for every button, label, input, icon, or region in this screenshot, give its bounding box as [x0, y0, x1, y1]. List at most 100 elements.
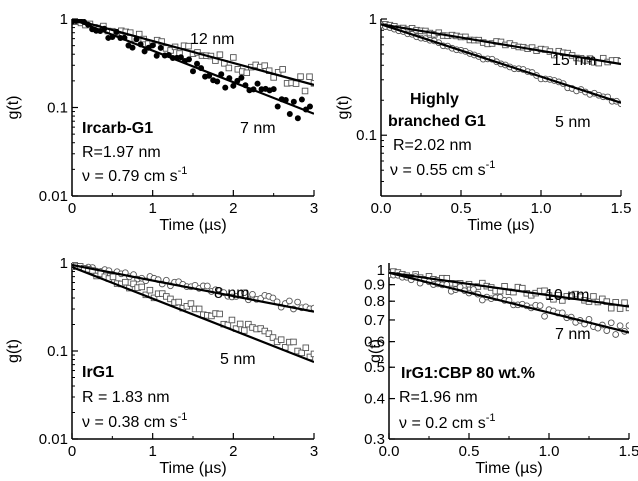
x-tick-label: 3: [310, 200, 318, 217]
x-tick-label: 1.5: [619, 443, 638, 460]
data-point-circle: [294, 298, 301, 306]
data-point-square: [216, 310, 223, 318]
x-axis-title: Time (µs): [467, 217, 534, 234]
data-point-square: [297, 73, 304, 80]
panel-4: 0.0 0.5 1.0 1.5 10.90.8 0.7 0.6 0.5 0.4 0.3 Time (…: [364, 262, 638, 477]
fit-line: [381, 23, 621, 104]
data-point-square: [245, 320, 252, 328]
data-point-circle: [310, 304, 314, 312]
y-tick-label: 0.5: [364, 359, 385, 376]
fit-label: 15 nm: [552, 52, 596, 69]
data-point-square: [590, 293, 597, 300]
data-point-square: [138, 283, 145, 291]
fit-label: 12 nm: [190, 31, 234, 48]
data-point-square: [185, 42, 192, 50]
data-point-square: [302, 344, 310, 352]
data-point-filled: [129, 44, 136, 51]
y-axis-title: g(t): [367, 339, 384, 363]
data-point-square: [298, 349, 305, 357]
data-point-square: [187, 300, 195, 307]
data-point-square: [225, 64, 233, 72]
data-point-filled: [157, 44, 164, 51]
x-tick-label: 1.5: [611, 200, 632, 217]
data-point-circle: [536, 302, 544, 309]
fit-line: [381, 23, 621, 66]
x-tick-label: 0.5: [451, 200, 472, 217]
data-point-square: [261, 62, 268, 69]
panel-3: 0 1 2 3 1 0.1 0.01 Time (µs) g(t) IrG1 R = 1.83 nm…: [5, 255, 318, 477]
data-point-square: [625, 304, 629, 312]
sample-name-line1: Highly: [410, 91, 459, 108]
x-tick-label: 0.0: [371, 200, 392, 217]
velocity-label: ν = 0.79 cm s-1: [82, 165, 187, 185]
panel-1: 0 1 2 3 1 0.1 0.01 Time (µs) g(t) Ircarb-G1 R=1.97…: [5, 11, 318, 234]
fit-label: 10 nm: [545, 287, 589, 304]
data-point-circle: [286, 297, 293, 305]
data-point-square: [130, 280, 137, 288]
y-tick-label: 0.8: [364, 293, 385, 310]
fit-label: 5 nm: [555, 114, 591, 131]
y-tick-label: 1: [369, 11, 377, 28]
data-point-square: [279, 66, 286, 73]
fit-line: [389, 271, 629, 308]
data-point-filled: [238, 74, 245, 81]
y-tick-label: 0.01: [39, 188, 68, 205]
data-point-filled: [153, 52, 160, 59]
y-tick-label: 0.3: [364, 431, 385, 448]
x-tick-label: 1.0: [539, 443, 560, 460]
y-tick-label: 0.1: [47, 100, 68, 117]
fit-line: [389, 271, 629, 334]
data-point-filled: [306, 103, 313, 110]
data-point-circle: [607, 319, 615, 327]
y-tick-label: 0.01: [39, 431, 68, 448]
data-point-square: [230, 54, 237, 61]
data-point-square: [216, 51, 224, 58]
velocity-label: ν = 0.2 cm s-1: [399, 412, 495, 432]
x-tick-label: 2: [229, 200, 237, 217]
data-point-square: [617, 58, 621, 65]
fit-label: 7 nm: [240, 120, 276, 137]
data-point-filled: [194, 60, 201, 67]
x-tick-label: 3: [310, 443, 318, 460]
fit-label: 5 nm: [220, 351, 256, 368]
data-point-circle: [616, 322, 624, 330]
data-point-filled: [286, 110, 293, 117]
data-point-filled: [185, 56, 192, 63]
data-point-circle: [249, 291, 256, 298]
radius-label: R = 1.83 nm: [82, 389, 170, 406]
x-tick-label: 0.0: [379, 443, 400, 460]
data-point-circle: [625, 322, 629, 329]
data-point-filled: [214, 78, 221, 85]
data-point-square: [607, 304, 615, 312]
data-point-square: [236, 320, 244, 328]
y-axis-title: g(t): [5, 96, 22, 120]
y-tick-label: 1: [60, 255, 68, 272]
radius-label: R=1.97 nm: [82, 144, 161, 161]
y-tick-label: 0.1: [356, 127, 377, 144]
y-tick-label: 0.6: [364, 334, 385, 351]
y-axis-title: g(t): [335, 96, 352, 120]
data-point-square: [122, 278, 129, 286]
data-point-filled: [149, 42, 156, 49]
data-point-circle: [240, 289, 248, 297]
data-point-square: [241, 327, 248, 334]
x-tick-label: 0: [68, 443, 76, 460]
data-point-filled: [270, 86, 277, 93]
data-point-filled: [294, 115, 301, 122]
y-tick-label: 0.4: [364, 391, 385, 408]
sample-name: Ircarb-G1: [82, 120, 153, 137]
data-point-circle: [478, 296, 486, 304]
velocity-exponent: -1: [486, 159, 496, 171]
fit-line: [72, 19, 314, 86]
data-point-square: [310, 350, 314, 358]
y-tick-label: 1: [377, 262, 385, 279]
data-point-square: [277, 336, 285, 343]
x-axis-title: Time (µs): [159, 217, 226, 234]
data-point-filled: [230, 82, 237, 89]
data-point-square: [301, 87, 309, 95]
data-point-filled: [298, 96, 305, 103]
data-point-square: [109, 273, 117, 281]
velocity-label: ν = 0.38 cm s-1: [82, 411, 187, 431]
data-point-square: [146, 286, 154, 294]
